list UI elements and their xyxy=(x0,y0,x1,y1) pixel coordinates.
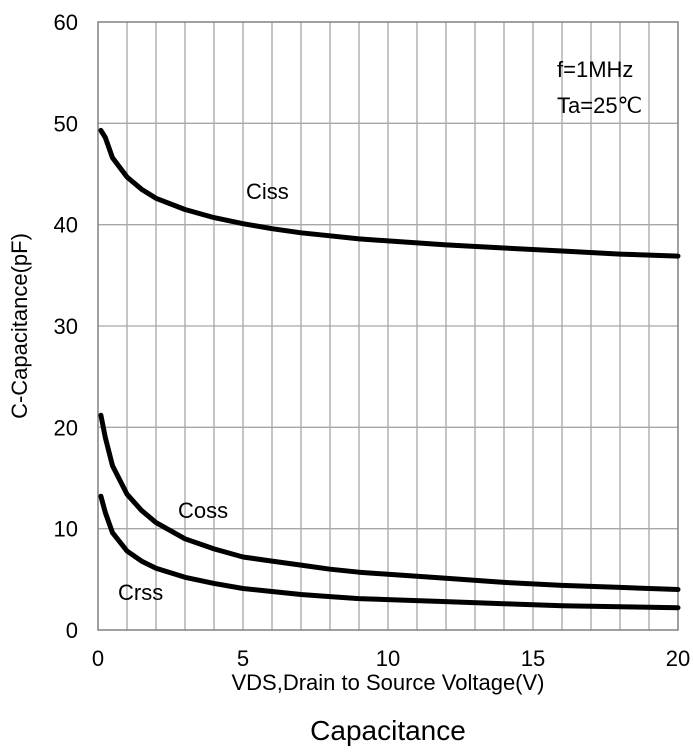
y-tick-label: 40 xyxy=(54,213,78,238)
y-tick-labels: 0 10 20 30 40 50 60 xyxy=(54,10,78,643)
x-tick-label: 5 xyxy=(237,646,249,671)
y-tick-label: 20 xyxy=(54,415,78,440)
x-tick-label: 15 xyxy=(521,646,545,671)
annotation-temperature: Ta=25℃ xyxy=(557,93,642,118)
y-tick-label: 30 xyxy=(54,314,78,339)
series-label-crss: Crss xyxy=(118,580,163,605)
y-tick-label: 10 xyxy=(54,517,78,542)
y-tick-label: 0 xyxy=(66,618,78,643)
x-tick-label: 10 xyxy=(376,646,400,671)
y-tick-label: 60 xyxy=(54,10,78,35)
x-tick-label: 0 xyxy=(92,646,104,671)
y-tick-label: 50 xyxy=(54,111,78,136)
chart-title: Capacitance xyxy=(310,715,466,746)
annotation-frequency: f=1MHz xyxy=(557,57,633,82)
x-axis-label: VDS,Drain to Source Voltage(V) xyxy=(231,670,544,695)
series-label-ciss: Ciss xyxy=(246,179,289,204)
x-tick-label: 20 xyxy=(666,646,690,671)
x-tick-labels: 0 5 10 15 20 xyxy=(92,646,690,671)
y-axis-label: C-Capacitance(pF) xyxy=(7,233,32,419)
series-label-coss: Coss xyxy=(178,498,228,523)
